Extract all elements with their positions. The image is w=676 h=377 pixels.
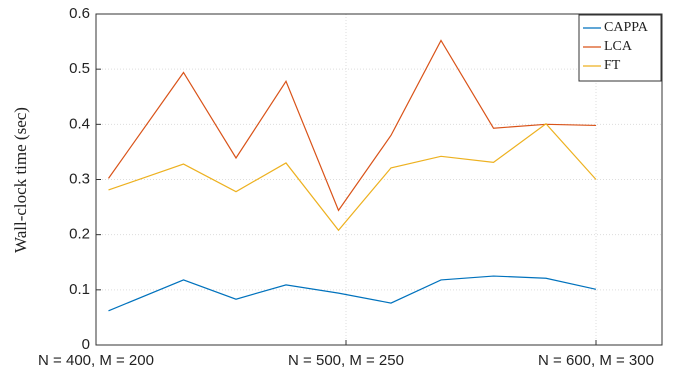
series-line <box>108 122 597 232</box>
series-line <box>108 275 597 312</box>
y-tick-label: 0.3 <box>69 170 90 187</box>
y-tick-label: 0.1 <box>69 281 90 298</box>
x-tick-label: N = 600, M = 300 <box>538 352 654 369</box>
legend-label: CAPPA <box>604 20 649 35</box>
x-tick-label: N = 500, M = 250 <box>288 352 404 369</box>
legend-label: FT <box>604 58 621 73</box>
y-tick-label: 0.5 <box>69 60 90 77</box>
y-tick-label: 0 <box>82 336 90 353</box>
y-tick-label: 0.2 <box>69 226 90 243</box>
x-tick-label: N = 400, M = 200 <box>38 352 154 369</box>
series-line <box>108 39 597 212</box>
y-tick-label: 0.6 <box>69 5 90 22</box>
plot-frame <box>95 13 663 346</box>
y-axis-label: Wall-clock time (sec) <box>11 107 30 253</box>
legend-label: LCA <box>604 39 633 54</box>
y-tick-label: 0.4 <box>69 115 90 132</box>
legend-box <box>578 14 662 82</box>
